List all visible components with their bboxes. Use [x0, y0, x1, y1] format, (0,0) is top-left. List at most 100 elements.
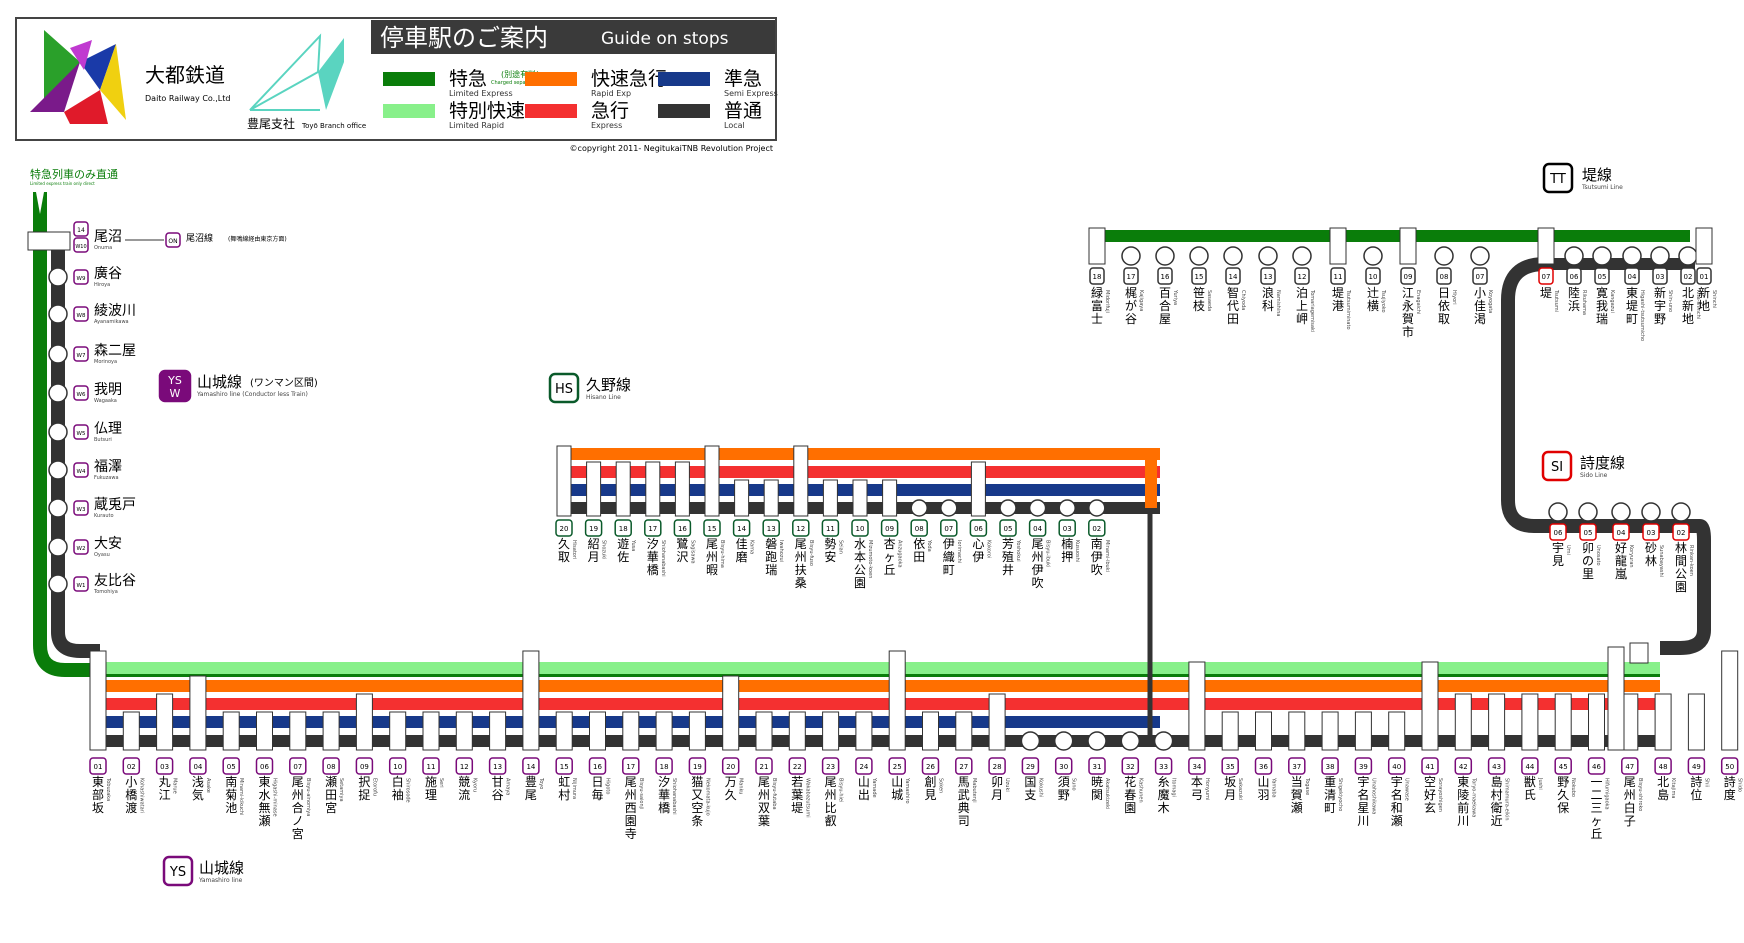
badge-text: 44	[1525, 763, 1534, 771]
station-number-badge: 04	[1028, 519, 1047, 537]
badge-box	[155, 757, 174, 775]
legend-label-jp: 快速急行	[591, 68, 667, 90]
station-stop-marker	[1578, 502, 1598, 522]
station-name-en: Hiyori	[1451, 290, 1457, 305]
hs-line-en: Hisano Line	[586, 394, 621, 401]
station-number-badge: 21	[755, 757, 773, 775]
station-char: 山	[891, 775, 903, 789]
badge-text: 06	[260, 763, 269, 771]
hs-station: 16 鷺沢 Sagisawa	[673, 461, 695, 564]
station-number-badge: 07	[289, 757, 307, 775]
station-char: 枝	[1193, 298, 1205, 313]
station-stop-marker	[822, 479, 838, 517]
station-number-badge: 18	[1089, 267, 1105, 285]
station-name-jp: 紹月	[588, 537, 600, 564]
station-char: 園	[1124, 801, 1136, 815]
station-char: 伊	[1091, 550, 1103, 564]
station-name-jp: 堤港	[1332, 286, 1344, 313]
station-stop-marker	[1053, 731, 1074, 751]
badge-box	[289, 757, 307, 775]
station-char: 典	[958, 801, 970, 815]
badge-box	[1687, 757, 1706, 775]
badge-box	[73, 576, 89, 592]
station-char: 新	[1698, 285, 1710, 300]
station-char: 緑	[1091, 285, 1103, 300]
ys-line-name: 山城線	[199, 859, 244, 877]
station-char: 須	[1058, 775, 1070, 789]
station-name-jp: 日依取	[1438, 286, 1450, 326]
station-name-jp: 尾州暇	[706, 537, 718, 577]
badge-box	[1387, 757, 1406, 775]
badge-box	[821, 757, 840, 775]
station-number-badge: 02	[122, 757, 141, 775]
station-name-en: Hiroya	[94, 282, 110, 288]
station-stop-marker	[1255, 711, 1272, 751]
station-name-en: Suno	[1071, 778, 1077, 791]
station-name-en: Shimamura-eikin	[1504, 778, 1510, 821]
station-char: 叡	[825, 813, 837, 828]
tt-station: 11 堤港 Tsutsumiminato	[1329, 227, 1351, 330]
station-name-jp: 佳磨	[736, 537, 748, 564]
tt-station: 13 浪科 Namishina	[1258, 246, 1281, 316]
badge-box	[622, 757, 640, 775]
station-char: が	[1125, 298, 1137, 313]
station-name-en: Kohashiwatari	[138, 778, 144, 813]
station-char: 町	[1324, 801, 1336, 815]
station-char: 殖	[1002, 549, 1014, 564]
badge-box	[1054, 757, 1073, 775]
station-number-badge: 19	[688, 757, 707, 775]
station-char: 吹	[1091, 563, 1103, 577]
station-char: 橋	[658, 801, 670, 815]
badge-box	[762, 519, 780, 537]
station-stop-marker	[1088, 499, 1106, 517]
station-name-jp: 百合屋	[1159, 286, 1171, 326]
station-char: 比	[825, 801, 837, 815]
station-stop-marker	[1622, 246, 1642, 266]
station-char: 浅	[192, 775, 204, 789]
station-char: 磐	[765, 537, 777, 551]
station-char: 織	[943, 550, 955, 564]
badge-box	[1088, 757, 1106, 775]
legend-label-en: Limited Express	[449, 89, 513, 98]
station-number-badge: 06	[1566, 267, 1582, 285]
station-name-en: Hifumigaoka	[1604, 778, 1610, 810]
station-char: 羽	[1257, 788, 1269, 802]
station-char: 城	[891, 788, 903, 802]
station-char: 渇	[1474, 312, 1486, 326]
station-char: 代	[1227, 299, 1239, 313]
station-char: 宇	[1357, 775, 1369, 789]
station-char: 岬	[1296, 312, 1308, 326]
station-number-badge: 40	[1387, 757, 1406, 775]
station-char: 名	[1357, 787, 1369, 802]
station-char: 創	[924, 775, 936, 789]
station-char: 佳	[1474, 299, 1486, 313]
line-badge: TT	[1542, 162, 1574, 194]
station-name-en: Shii	[1703, 778, 1709, 787]
badge-box	[73, 462, 89, 478]
station-number-badge: 28	[988, 757, 1006, 775]
badge-text: 47	[1625, 763, 1634, 771]
badge-text: 09	[360, 763, 369, 771]
station-char: 華	[658, 788, 670, 802]
badge-text: 17	[1127, 273, 1136, 281]
station-name-en: Chiyoda	[1240, 290, 1246, 310]
badge-box	[1254, 757, 1273, 775]
station-name-jp: 杏ヶ丘	[884, 537, 896, 577]
badge-text: W7	[77, 353, 86, 359]
ys-service-band	[100, 680, 1660, 692]
station-char: 山	[1257, 775, 1269, 789]
station-name-jp: 山羽	[1257, 775, 1269, 802]
ys-service-band	[100, 662, 1660, 674]
station-char: 馬	[958, 775, 970, 789]
